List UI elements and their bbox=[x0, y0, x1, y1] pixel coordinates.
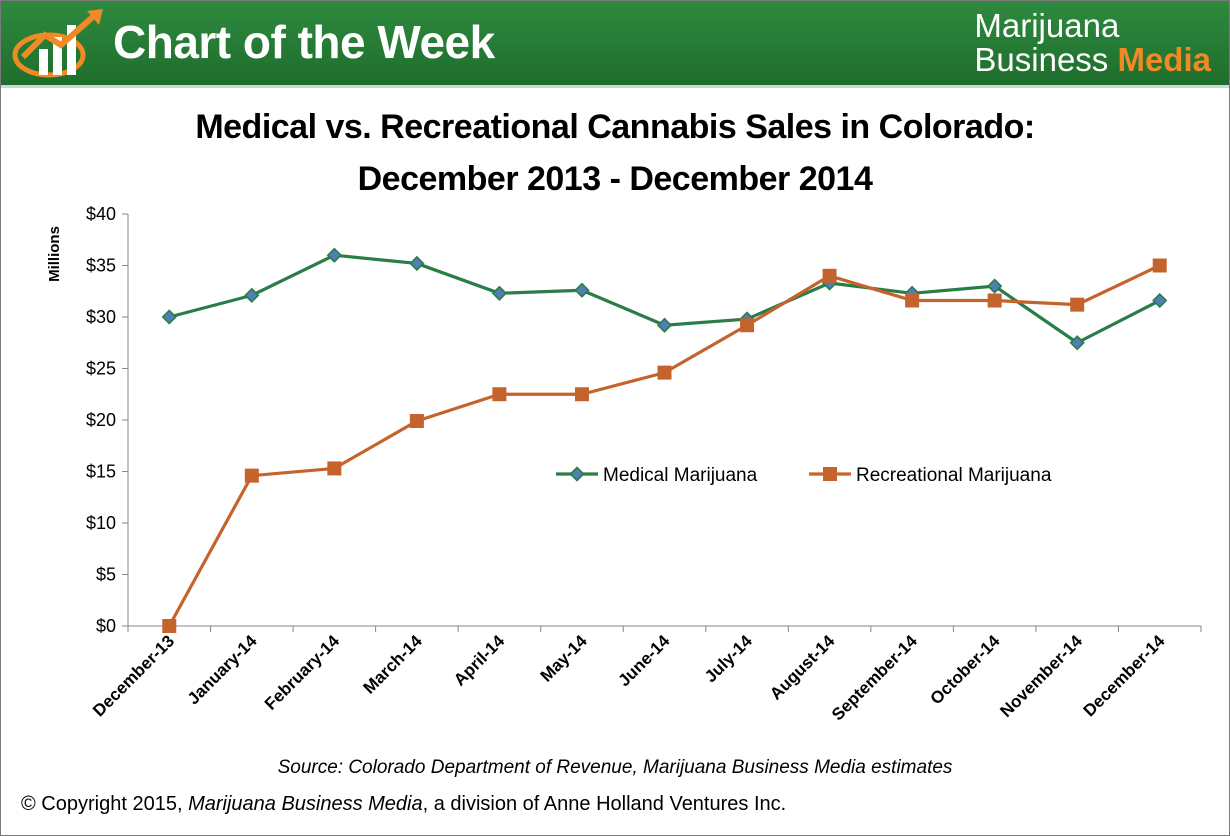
legend-recreational-label: Recreational Marijuana bbox=[856, 465, 1052, 486]
medical-point bbox=[491, 285, 508, 301]
chart-title-line-2: December 2013 - December 2014 bbox=[357, 160, 873, 198]
y-tick-label: $10 bbox=[86, 513, 116, 533]
rising-bar-chart-arrow-icon bbox=[12, 9, 103, 78]
x-tick-label: March-14 bbox=[359, 631, 426, 698]
brand-line-2: Business Media bbox=[974, 43, 1211, 77]
medical-point bbox=[574, 282, 590, 298]
chart-title: Medical vs. Recreational Cannabis Sales … bbox=[1, 101, 1229, 205]
header-banner: Chart of the Week Marijuana Business Med… bbox=[1, 1, 1229, 85]
y-tick-label: $20 bbox=[86, 410, 116, 430]
copyright-suffix: , a division of Anne Holland Ventures In… bbox=[422, 793, 787, 815]
banner-title: Chart of the Week bbox=[113, 16, 495, 68]
brand-line-2-prefix: Business bbox=[974, 41, 1118, 78]
y-tick-label: $0 bbox=[96, 616, 116, 636]
x-tick-label: September-14 bbox=[828, 631, 921, 724]
recreational-point bbox=[740, 318, 755, 333]
x-tick-label: January-14 bbox=[184, 631, 261, 708]
recreational-point bbox=[987, 293, 1002, 308]
brand-line-1: Marijuana bbox=[974, 7, 1120, 44]
recreational-point bbox=[905, 293, 920, 308]
medical-point bbox=[656, 317, 673, 333]
medical-point bbox=[244, 287, 260, 304]
source-note: Source: Colorado Department of Revenue, … bbox=[277, 757, 953, 778]
medical-point bbox=[1069, 335, 1085, 351]
x-tick-label: December-13 bbox=[89, 631, 178, 720]
y-axis-label: Millions bbox=[46, 226, 63, 282]
legend-medical-marker bbox=[569, 466, 585, 482]
x-tick-label: October-14 bbox=[927, 631, 1004, 708]
series-layer bbox=[161, 247, 1168, 633]
legend: Medical Marijuana Recreational Marijuana bbox=[556, 465, 1052, 486]
y-tick-label: $35 bbox=[86, 256, 116, 276]
banner-divider bbox=[1, 85, 1229, 88]
recreational-point bbox=[1070, 297, 1085, 312]
x-tick-label: May-14 bbox=[537, 631, 592, 686]
recreational-point bbox=[574, 387, 589, 402]
recreational-point bbox=[492, 387, 507, 402]
recreational-series bbox=[162, 258, 1167, 633]
recreational-point bbox=[409, 414, 424, 429]
x-tick-label: December-14 bbox=[1080, 631, 1169, 720]
recreational-point bbox=[1152, 258, 1167, 273]
x-tick-label: April-14 bbox=[450, 631, 509, 690]
recreational-point bbox=[657, 365, 672, 380]
x-tick-label: November-14 bbox=[996, 631, 1086, 721]
copyright-company: Marijuana Business Media bbox=[188, 793, 423, 815]
medical-point bbox=[409, 255, 425, 272]
chart-title-line-1: Medical vs. Recreational Cannabis Sales … bbox=[195, 108, 1035, 146]
recreational-point bbox=[327, 461, 342, 476]
brand-line-2-accent: Media bbox=[1117, 41, 1211, 78]
brand-logo: Marijuana Business Media bbox=[974, 9, 1211, 77]
x-tick-label: February-14 bbox=[261, 631, 344, 714]
y-tick-label: $15 bbox=[86, 462, 116, 482]
medical-point bbox=[987, 278, 1003, 294]
x-tick-label: July-14 bbox=[701, 631, 756, 686]
medical-point bbox=[326, 247, 342, 263]
copyright-prefix: © Copyright 2015, bbox=[21, 793, 189, 815]
medical-series bbox=[161, 247, 1168, 351]
recreational-point bbox=[162, 619, 177, 633]
y-tick-label: $5 bbox=[96, 565, 116, 585]
y-tick-label: $40 bbox=[86, 204, 116, 224]
x-tick-label: August-14 bbox=[766, 631, 839, 704]
recreational-point bbox=[244, 468, 259, 483]
y-axis-ticks: $0 $5 $10 $15 $20 $25 $30 $35 $40 bbox=[86, 204, 128, 636]
copyright-note: © Copyright 2015, Marijuana Business Med… bbox=[21, 793, 786, 816]
legend-medical-label: Medical Marijuana bbox=[603, 465, 758, 486]
medical-point bbox=[161, 309, 177, 325]
x-tick-label: June-14 bbox=[614, 631, 673, 690]
medical-point bbox=[1152, 292, 1168, 309]
recreational-point bbox=[822, 268, 837, 283]
y-tick-label: $25 bbox=[86, 359, 116, 379]
x-axis-ticks: December-13 January-14 February-14 March-14… bbox=[89, 626, 1202, 724]
legend-recreational-marker bbox=[823, 467, 837, 481]
y-tick-label: $30 bbox=[86, 307, 116, 327]
